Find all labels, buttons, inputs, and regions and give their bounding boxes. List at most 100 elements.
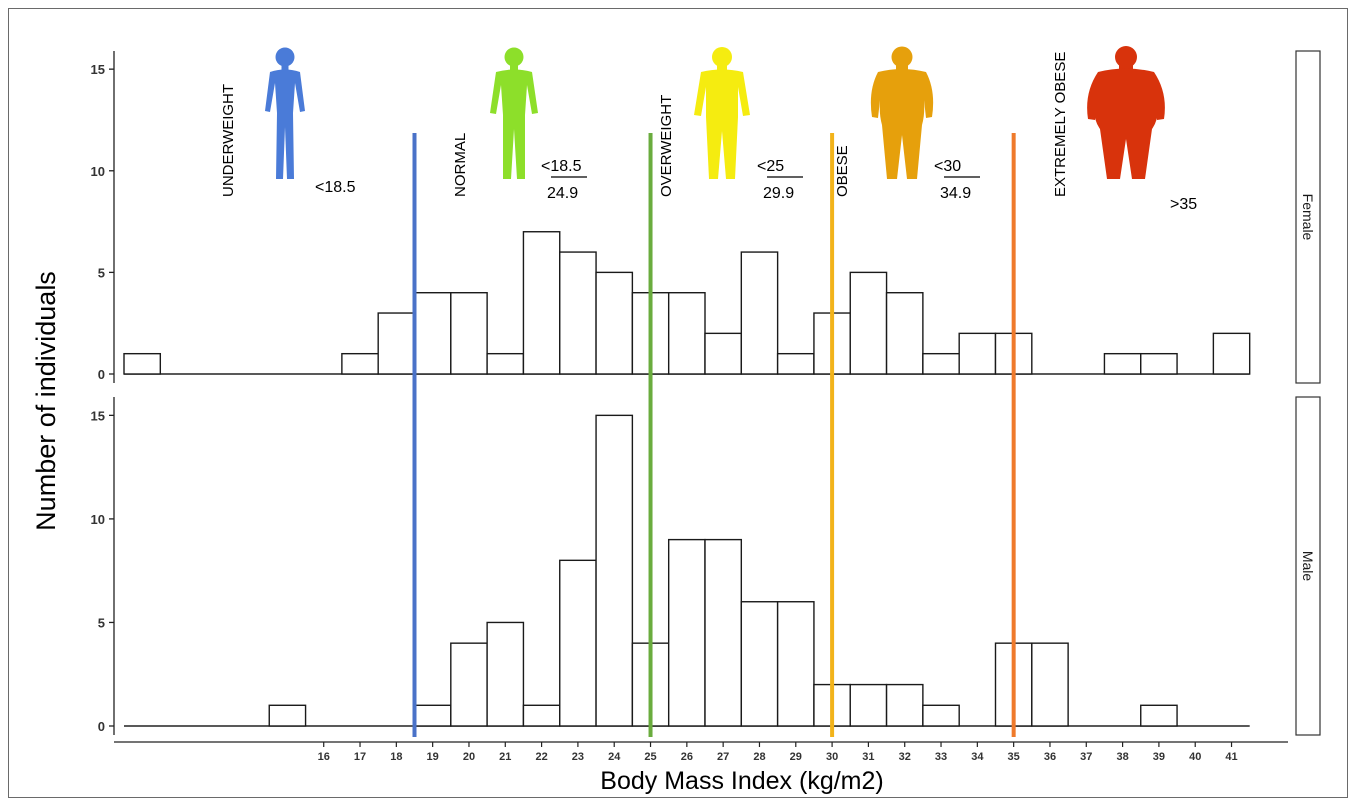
- category-range-overweight: <25: [757, 158, 784, 175]
- male-bar: [922, 704, 960, 727]
- category-icons-layer: UNDERWEIGHT <18.5 NORMAL <18.5 24.9 OVERWEIGH…: [220, 46, 1197, 213]
- x-tick-label: 17: [354, 751, 366, 763]
- female-y-tick-label: 0: [98, 367, 105, 382]
- x-tick-label: 29: [790, 751, 802, 763]
- x-tick-label: 24: [608, 751, 621, 763]
- male-bar: [595, 414, 634, 727]
- female-bar: [740, 251, 779, 375]
- x-tick-label: 18: [390, 751, 402, 763]
- category-label-overweight: OVERWEIGHT: [658, 95, 675, 197]
- figure-frame: 0 5 10 15 Female 0 5 10 15 Male 16 17 18 19 20 21 22 23 24…: [8, 8, 1348, 798]
- category-label-extremely-obese: EXTREMELY OBESE: [1052, 52, 1069, 197]
- category-range-upper-normal: 24.9: [547, 185, 578, 202]
- male-bar: [1031, 642, 1069, 727]
- category-label-obese: OBESE: [834, 145, 851, 197]
- x-tick-label: 32: [899, 751, 911, 763]
- y-axis-label: Number of individuals: [31, 271, 61, 531]
- slim-person-icon: [265, 47, 305, 179]
- x-tick-label: 30: [826, 751, 838, 763]
- x-tick-label: 36: [1044, 751, 1056, 763]
- x-tick-label: 34: [971, 751, 984, 763]
- female-y-tick-label: 15: [91, 62, 105, 77]
- x-tick-label: 16: [318, 751, 330, 763]
- male-bar: [413, 704, 452, 727]
- female-bar: [849, 271, 888, 375]
- category-range-upper-obese: 34.9: [940, 185, 971, 202]
- male-bar: [740, 601, 779, 727]
- bmi-histogram-chart: 0 5 10 15 Female 0 5 10 15 Male 16 17 18 19 20 21 22 23 24…: [31, 46, 1321, 795]
- female-bar: [958, 332, 997, 375]
- male-y-tick-label: 5: [98, 615, 105, 630]
- x-tick-label: 37: [1080, 751, 1092, 763]
- x-tick-label: 33: [935, 751, 947, 763]
- threshold-layer: [412, 133, 1016, 737]
- x-tick-label: 28: [753, 751, 765, 763]
- x-axis-label: Body Mass Index (kg/m2): [600, 767, 883, 795]
- female-bar: [922, 352, 960, 375]
- male-strip-label: Male: [1300, 551, 1316, 582]
- x-tick-label: 38: [1116, 751, 1128, 763]
- normal-person-icon: [490, 47, 538, 179]
- female-bar: [486, 352, 525, 375]
- male-bar: [559, 559, 597, 727]
- obese-person-icon: [870, 46, 934, 179]
- x-tick-label: 25: [644, 751, 656, 763]
- female-bar: [341, 352, 379, 375]
- male-bar: [522, 704, 561, 727]
- female-bar: [450, 292, 488, 375]
- female-bar: [885, 292, 924, 375]
- overweight-person-icon: [694, 47, 750, 179]
- x-tick-label: 21: [499, 751, 511, 763]
- category-range-extremely-obese: >35: [1170, 196, 1197, 213]
- x-tick-label: 27: [717, 751, 729, 763]
- axes-layer: 0 5 10 15 Female 0 5 10 15 Male 16 17 18 19 20 21 22 23 24…: [91, 50, 1321, 763]
- female-bar: [595, 271, 634, 375]
- male-bar: [667, 538, 706, 727]
- female-bar: [559, 251, 597, 375]
- x-tick-label: 41: [1225, 751, 1237, 763]
- male-bar: [268, 704, 307, 727]
- male-bar: [450, 642, 488, 727]
- male-y-tick-label: 10: [91, 512, 105, 527]
- female-bar: [704, 332, 743, 375]
- male-bar: [704, 538, 743, 727]
- female-bar: [1103, 352, 1142, 375]
- male-bar: [486, 621, 525, 727]
- extremely-obese-person-icon: [1087, 46, 1165, 179]
- category-range-underweight: <18.5: [315, 179, 356, 196]
- x-tick-label: 35: [1008, 751, 1020, 763]
- x-tick-label: 19: [427, 751, 439, 763]
- female-bar: [1140, 352, 1178, 375]
- female-bar: [522, 231, 561, 375]
- male-strip: [1295, 396, 1321, 736]
- female-bar: [1212, 332, 1251, 375]
- category-label-underweight: UNDERWEIGHT: [220, 84, 237, 197]
- bars-layer: [123, 231, 1251, 727]
- male-bar: [1140, 704, 1178, 727]
- male-bar: [849, 683, 888, 727]
- x-tick-label: 22: [535, 751, 547, 763]
- male-y-tick-label: 15: [91, 408, 105, 423]
- male-y-tick-label: 0: [98, 719, 105, 734]
- x-tick-label: 40: [1189, 751, 1201, 763]
- male-bar: [776, 601, 815, 727]
- category-range-upper-overweight: 29.9: [763, 185, 794, 202]
- female-strip-label: Female: [1300, 194, 1316, 241]
- category-range-obese: <30: [934, 158, 961, 175]
- category-label-normal: NORMAL: [452, 133, 469, 197]
- x-tick-label: 23: [572, 751, 584, 763]
- female-y-tick-label: 10: [91, 164, 105, 179]
- female-bar: [123, 352, 162, 375]
- female-bar: [667, 292, 706, 375]
- female-bar: [776, 352, 815, 375]
- x-tick-label: 39: [1153, 751, 1165, 763]
- female-bar: [377, 312, 416, 375]
- x-tick-label: 31: [862, 751, 874, 763]
- x-tick-label: 26: [681, 751, 693, 763]
- female-y-tick-label: 5: [98, 265, 105, 280]
- male-bar: [885, 683, 924, 727]
- female-bar: [413, 292, 452, 375]
- female-strip: [1295, 50, 1321, 384]
- category-range-normal: <18.5: [541, 158, 582, 175]
- x-tick-label: 20: [463, 751, 475, 763]
